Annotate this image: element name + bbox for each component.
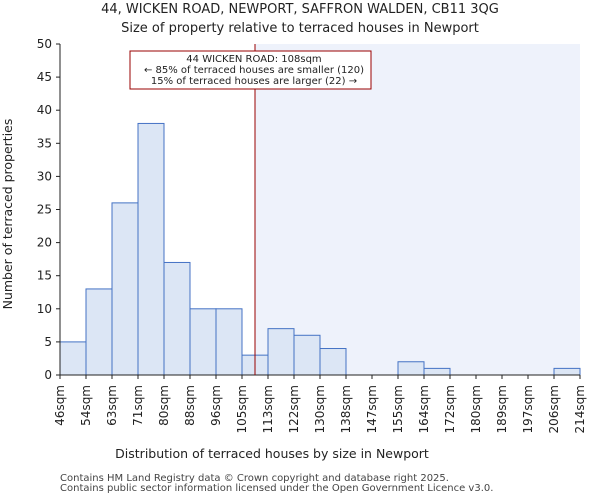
x-tick-label: 180sqm	[469, 385, 483, 433]
bars-group	[59, 122, 581, 376]
x-tick-label: 80sqm	[157, 385, 171, 426]
bar-164sqm	[423, 367, 451, 376]
bar-206sqm	[553, 367, 581, 376]
x-tick-label: 206sqm	[547, 385, 561, 433]
bar-130sqm	[319, 348, 347, 376]
y-ticks: 0 5 10 15 20 25 30 35 40 45 50	[37, 37, 60, 382]
x-tick-label: 197sqm	[521, 385, 535, 433]
bar-63sqm	[111, 202, 139, 376]
x-tick-label: 54sqm	[79, 385, 93, 426]
annotation-line-2: ← 85% of terraced houses are smaller (12…	[144, 65, 364, 76]
x-tick-label: 130sqm	[313, 385, 327, 433]
y-tick-label: 50	[37, 37, 52, 51]
x-tick-label: 155sqm	[391, 385, 405, 433]
y-tick-label: 30	[37, 169, 52, 183]
bar-80sqm	[163, 261, 191, 376]
footer-line-1: Contains HM Land Registry data © Crown c…	[60, 473, 449, 484]
x-axis-label: Distribution of terraced houses by size …	[115, 446, 429, 461]
x-tick-label: 189sqm	[495, 385, 509, 433]
x-tick-label: 138sqm	[339, 385, 353, 433]
x-tick-label: 105sqm	[235, 385, 249, 433]
chart: 44, WICKEN ROAD, NEWPORT, SAFFRON WALDEN…	[0, 2, 587, 461]
y-tick-label: 5	[44, 335, 52, 349]
annotation-line-1: 44 WICKEN ROAD: 108sqm	[186, 54, 321, 65]
x-tick-label: 214sqm	[573, 385, 587, 433]
x-tick-label: 46sqm	[53, 385, 67, 426]
bar-122sqm	[293, 334, 321, 376]
x-tick-label: 122sqm	[287, 385, 301, 433]
x-tick-label: 172sqm	[443, 385, 457, 433]
x-tick-label: 96sqm	[209, 385, 223, 426]
x-tick-label: 113sqm	[261, 385, 275, 433]
x-tick-label: 164sqm	[417, 385, 431, 433]
bar-54sqm	[85, 288, 113, 376]
y-tick-label: 20	[37, 236, 52, 250]
y-tick-label: 25	[37, 203, 52, 217]
y-tick-label: 0	[44, 368, 52, 382]
x-tick-label: 147sqm	[365, 385, 379, 433]
chart-title: 44, WICKEN ROAD, NEWPORT, SAFFRON WALDEN…	[101, 2, 499, 17]
x-tick-label: 71sqm	[131, 385, 145, 426]
footer-line-2: Contains public sector information licen…	[60, 483, 494, 494]
highlight-region	[255, 44, 580, 375]
annotation-box	[129, 50, 372, 90]
x-tick-label: 63sqm	[105, 385, 119, 426]
bar-71sqm	[137, 122, 165, 376]
bar-113sqm	[267, 328, 295, 376]
y-tick-label: 40	[37, 103, 52, 117]
y-axis-label: Number of terraced properties	[0, 119, 15, 310]
y-tick-label: 35	[37, 136, 52, 150]
bar-88sqm	[189, 308, 217, 376]
chart-subtitle: Size of property relative to terraced ho…	[121, 21, 479, 36]
bar-46sqm	[59, 341, 87, 376]
bar-155sqm	[397, 361, 425, 376]
y-tick-label: 45	[37, 70, 52, 84]
bar-96sqm	[215, 308, 243, 376]
y-tick-label: 15	[37, 269, 52, 283]
annotation-line-3: 15% of terraced houses are larger (22) →	[151, 76, 357, 87]
x-tick-label: 88sqm	[183, 385, 197, 426]
x-ticks: 46sqm 54sqm 63sqm 71sqm 80sqm 88sqm 96sqm 105sq…	[53, 375, 587, 433]
y-tick-label: 10	[37, 302, 52, 316]
